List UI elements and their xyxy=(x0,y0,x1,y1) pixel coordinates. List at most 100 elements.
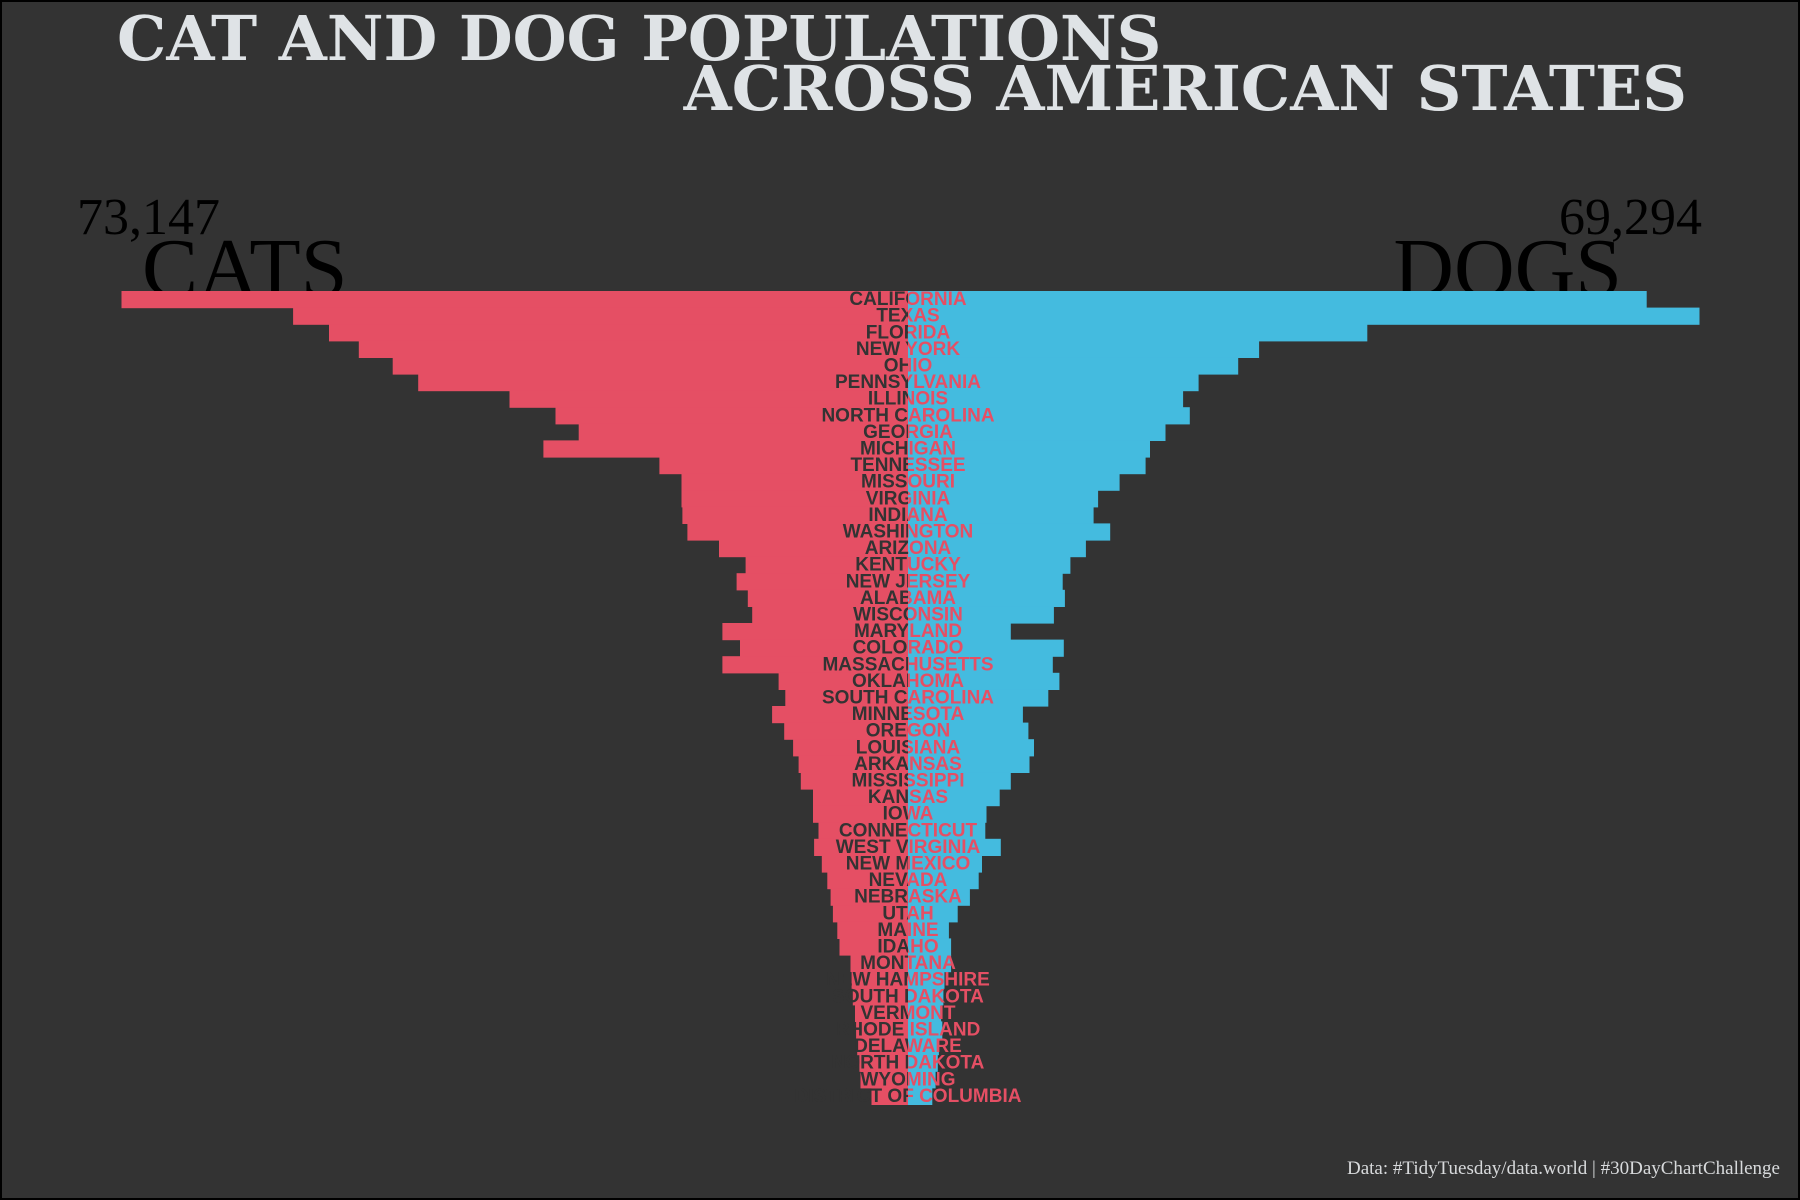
state-label-arizona: ARIZONA xyxy=(865,538,952,559)
state-label-kansas: KANSAS xyxy=(868,787,948,808)
state-label-right-colorado: COLORADO xyxy=(853,638,964,659)
state-label-idaho: IDAHO xyxy=(877,937,938,958)
state-label-massachusetts: MASSACHUSETTS xyxy=(822,654,993,675)
dog-bar-arkansas xyxy=(908,755,1030,773)
state-label-new-york: NEW YORK xyxy=(856,339,960,360)
cat-bar-minnesota xyxy=(772,706,908,724)
dog-bar-alabama xyxy=(908,589,1065,607)
dog-bar-district-of-columbia xyxy=(908,1087,933,1105)
dog-bar-georgia xyxy=(908,423,1166,441)
state-label-georgia: GEORGIA xyxy=(863,422,953,443)
state-label-new-hampshire: NEW HAMPSHIRE xyxy=(826,970,990,991)
state-label-right-nebraska: NEBRASKA xyxy=(854,887,962,908)
cat-bar-maine xyxy=(837,921,908,939)
state-label-right-kansas: KANSAS xyxy=(868,787,948,808)
dog-bar-south-carolina xyxy=(908,689,1049,707)
state-label-maine: MAINE xyxy=(877,920,938,941)
state-label-right-north-carolina: NORTH CAROLINA xyxy=(821,405,994,426)
state-label-right-missouri: MISSOURI xyxy=(861,472,955,493)
dog-bar-nebraska xyxy=(908,888,970,906)
state-label-wyoming: WYOMING xyxy=(861,1069,956,1090)
state-label-louisiana: LOUISIANA xyxy=(856,737,961,758)
state-label-right-new-mexico: NEW MEXICO xyxy=(846,854,971,875)
dog-bar-west-virginia xyxy=(908,838,1001,856)
state-label-nebraska: NEBRASKA xyxy=(854,887,962,908)
cat-bar-michigan xyxy=(543,440,908,458)
cat-bar-texas xyxy=(293,307,909,325)
dog-bar-virginia xyxy=(908,490,1099,508)
state-label-south-dakota: SOUTH DAKOTA xyxy=(832,986,984,1007)
cat-bar-indiana xyxy=(682,506,908,524)
state-label-right-kentucky: KENTUCKY xyxy=(855,555,961,576)
state-label-right-south-carolina: SOUTH CAROLINA xyxy=(822,688,994,709)
state-label-right-delaware: DELAWARE xyxy=(854,1036,962,1057)
state-label-right-massachusetts: MASSACHUSETTS xyxy=(822,654,993,675)
state-label-south-carolina: SOUTH CAROLINA xyxy=(822,688,994,709)
dog-bar-delaware xyxy=(908,1038,939,1056)
state-label-right-oklahoma: OKLAHOMA xyxy=(852,671,964,692)
state-label-right-connecticut: CONNECTICUT xyxy=(839,820,978,841)
cat-bar-arkansas xyxy=(798,755,908,773)
state-label-colorado: COLORADO xyxy=(853,638,964,659)
state-label-west-virginia: WEST VIRGINIA xyxy=(836,837,981,858)
state-label-kentucky: KENTUCKY xyxy=(855,555,961,576)
state-label-right-west-virginia: WEST VIRGINIA xyxy=(836,837,981,858)
state-label-right-michigan: MICHIGAN xyxy=(860,439,956,460)
dog-bar-california xyxy=(908,291,1647,309)
dog-bar-kentucky xyxy=(908,556,1071,574)
cat-bar-south-dakota xyxy=(852,988,909,1006)
state-label-right-minnesota: MINNESOTA xyxy=(852,704,965,725)
cat-bar-florida xyxy=(329,324,908,342)
state-label-utah: UTAH xyxy=(882,903,933,924)
state-label-minnesota: MINNESOTA xyxy=(852,704,965,725)
state-label-right-georgia: GEORGIA xyxy=(863,422,953,443)
dog-bar-idaho xyxy=(908,938,952,956)
state-label-right-louisiana: LOUISIANA xyxy=(856,737,961,758)
cat-bar-north-dakota xyxy=(859,1054,908,1072)
dog-bar-nevada xyxy=(908,872,979,890)
state-label-right-washington: WASHINGTON xyxy=(843,522,974,543)
state-label-missouri: MISSOURI xyxy=(861,472,955,493)
cat-bar-new-mexico xyxy=(821,855,908,873)
dog-bar-tennessee xyxy=(908,457,1146,475)
cat-bar-kentucky xyxy=(745,556,908,574)
cat-bar-new-york xyxy=(358,340,908,358)
state-label-indiana: INDIANA xyxy=(868,505,947,526)
cats-total: 73,147 xyxy=(77,189,220,246)
state-label-florida: FLORIDA xyxy=(866,322,951,343)
cat-bar-new-hampshire xyxy=(851,971,908,989)
state-label-rhode-island: RHODE ISLAND xyxy=(836,1020,981,1041)
cat-bar-utah xyxy=(832,905,908,923)
state-label-right-wisconsin: WISCONSIN xyxy=(853,605,963,626)
dog-bar-new-jersey xyxy=(908,573,1063,591)
dog-bar-new-hampshire xyxy=(908,971,945,989)
cat-bar-montana xyxy=(850,955,908,973)
cat-bar-nebraska xyxy=(830,888,908,906)
cat-bar-district-of-columbia xyxy=(871,1087,908,1105)
state-label-right-pennsylvania: PENNSYLVANIA xyxy=(835,372,981,393)
dog-bar-north-dakota xyxy=(908,1054,938,1072)
state-label-montana: MONTANA xyxy=(860,953,956,974)
cat-bar-idaho xyxy=(839,938,908,956)
dog-bars xyxy=(908,291,1700,1105)
cat-bar-massachusetts xyxy=(722,656,908,674)
cat-bar-oregon xyxy=(784,722,908,740)
state-label-oklahoma: OKLAHOMA xyxy=(852,671,964,692)
dog-bar-indiana xyxy=(908,506,1094,524)
state-label-virginia: VIRGINIA xyxy=(866,488,951,509)
cat-bar-north-carolina xyxy=(555,407,908,425)
dog-bar-new-mexico xyxy=(908,855,982,873)
cat-bar-ohio xyxy=(392,357,908,375)
cat-bar-colorado xyxy=(740,639,908,657)
dog-bar-kansas xyxy=(908,789,1000,807)
state-label-right-utah: UTAH xyxy=(882,903,933,924)
dog-bar-maine xyxy=(908,921,949,939)
cat-bar-new-jersey xyxy=(736,573,908,591)
dog-bar-illinois xyxy=(908,390,1184,408)
dog-bar-missouri xyxy=(908,473,1120,491)
cat-bar-delaware xyxy=(857,1038,908,1056)
source-caption: Data: #TidyTuesday/data.world | #30DayCh… xyxy=(1347,1158,1780,1179)
dog-bar-utah xyxy=(908,905,958,923)
